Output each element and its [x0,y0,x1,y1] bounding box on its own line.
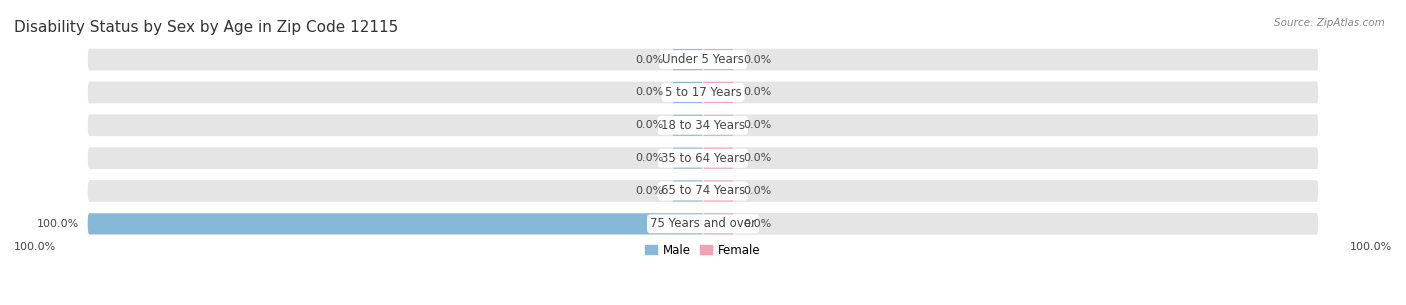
FancyBboxPatch shape [87,82,1319,103]
Text: 35 to 64 Years: 35 to 64 Years [661,152,745,165]
Text: 100.0%: 100.0% [1350,242,1392,253]
FancyBboxPatch shape [87,180,1319,202]
FancyBboxPatch shape [703,148,734,169]
Text: 0.0%: 0.0% [634,186,664,196]
FancyBboxPatch shape [87,147,1319,169]
Text: 100.0%: 100.0% [37,219,79,229]
Text: 0.0%: 0.0% [742,153,772,163]
FancyBboxPatch shape [87,213,1319,235]
Legend: Male, Female: Male, Female [641,239,765,261]
Text: 0.0%: 0.0% [742,55,772,65]
FancyBboxPatch shape [703,213,734,234]
Text: 100.0%: 100.0% [14,242,56,253]
Text: 0.0%: 0.0% [742,219,772,229]
FancyBboxPatch shape [703,82,734,103]
Text: Under 5 Years: Under 5 Years [662,53,744,66]
FancyBboxPatch shape [703,181,734,202]
Text: Disability Status by Sex by Age in Zip Code 12115: Disability Status by Sex by Age in Zip C… [14,20,398,35]
Text: 0.0%: 0.0% [742,186,772,196]
FancyBboxPatch shape [672,49,703,70]
FancyBboxPatch shape [672,115,703,136]
Text: Source: ZipAtlas.com: Source: ZipAtlas.com [1274,18,1385,28]
FancyBboxPatch shape [703,49,734,70]
Text: 18 to 34 Years: 18 to 34 Years [661,119,745,132]
FancyBboxPatch shape [672,82,703,103]
Text: 0.0%: 0.0% [742,120,772,130]
Text: 0.0%: 0.0% [634,120,664,130]
Text: 0.0%: 0.0% [634,88,664,97]
Text: 0.0%: 0.0% [634,153,664,163]
FancyBboxPatch shape [87,213,703,234]
Text: 5 to 17 Years: 5 to 17 Years [665,86,741,99]
Text: 0.0%: 0.0% [634,55,664,65]
FancyBboxPatch shape [703,115,734,136]
FancyBboxPatch shape [672,148,703,169]
FancyBboxPatch shape [87,49,1319,70]
Text: 65 to 74 Years: 65 to 74 Years [661,185,745,197]
Text: 0.0%: 0.0% [742,88,772,97]
FancyBboxPatch shape [87,114,1319,136]
Text: 75 Years and over: 75 Years and over [650,217,756,230]
FancyBboxPatch shape [672,181,703,202]
